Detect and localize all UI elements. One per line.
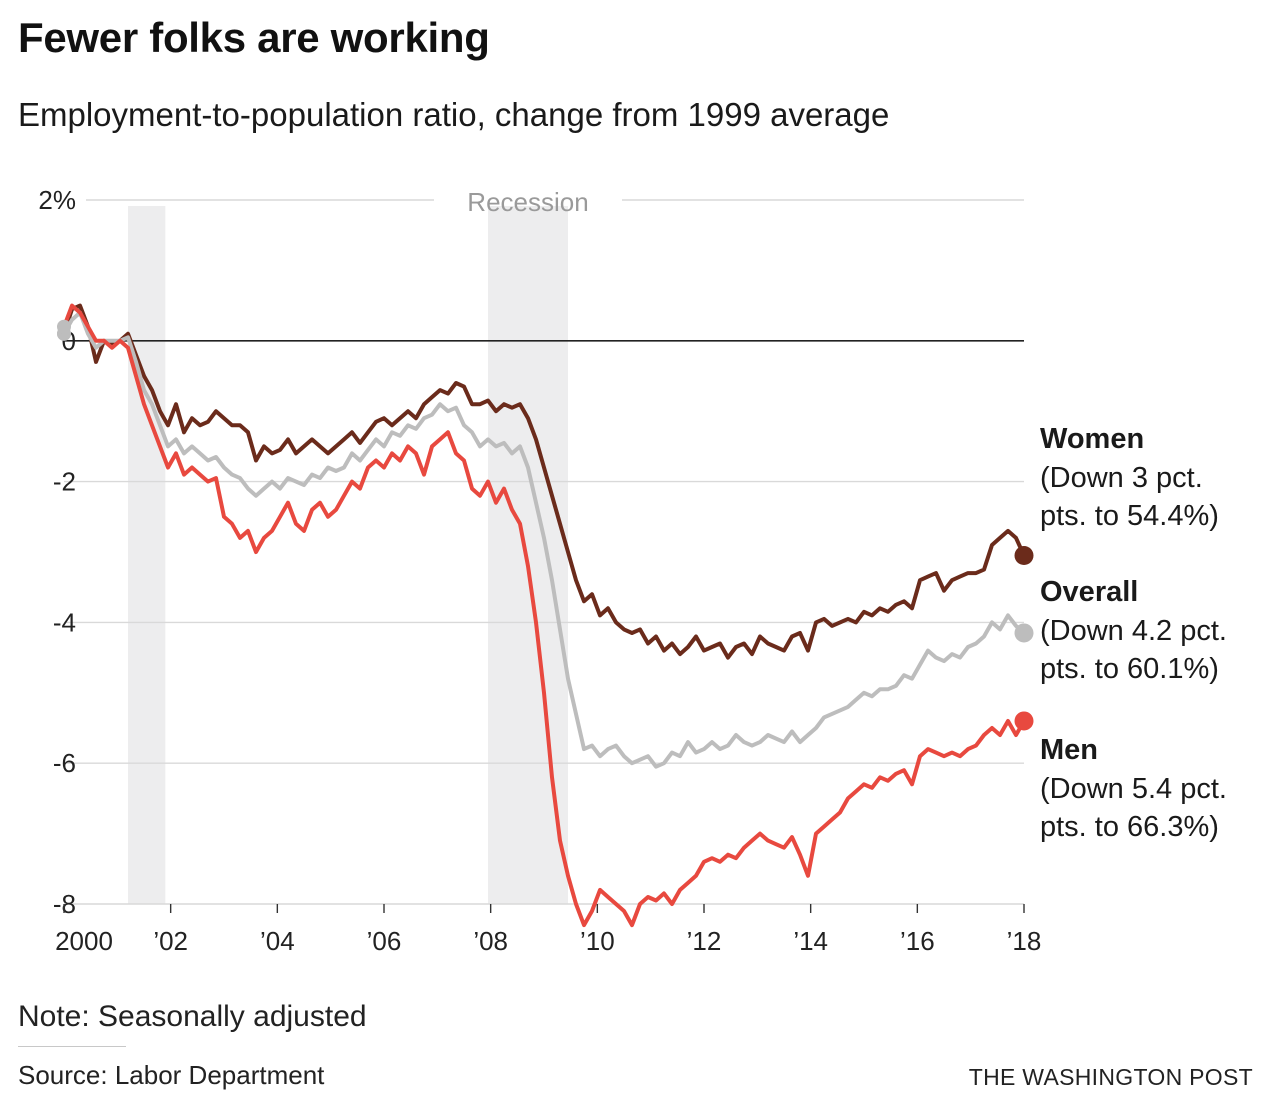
series-line-women: [62, 303, 1026, 660]
series-line-men: [62, 303, 1026, 928]
series-lines: [57, 303, 1034, 928]
x-tick-label: ’16: [900, 926, 935, 956]
chart-subtitle: Employment-to-population ratio, change f…: [18, 96, 890, 133]
y-tick-label: 2%: [38, 185, 76, 215]
recession-bands: Recession: [128, 187, 589, 904]
publisher-credit: THE WASHINGTON POST: [968, 1064, 1253, 1090]
x-tick-label: ’08: [473, 926, 508, 956]
x-tick-label: ’04: [260, 926, 295, 956]
x-axis-ticks: 2000 ’02 ’04 ’06 ’08 ’10 ’12 ’14 ’16 ’18: [55, 904, 1041, 956]
recession-label: Recession: [467, 187, 588, 217]
x-tick-label: ’10: [580, 926, 615, 956]
x-tick-label: ’06: [367, 926, 402, 956]
overall-label-name: Overall: [1040, 576, 1139, 608]
series-start-dot-men: [57, 319, 71, 334]
x-tick-label: 2000: [55, 926, 113, 956]
men-label-name: Men: [1040, 734, 1098, 766]
men-label: Men (Down 5.4 pct. pts. to 66.3%): [1040, 731, 1227, 847]
y-tick-label: -6: [53, 748, 76, 778]
source-text: Source: Labor Department: [18, 1060, 325, 1090]
x-tick-label: ’18: [1007, 926, 1042, 956]
series-end-dot-overall: [1014, 623, 1034, 643]
x-tick-label: ’14: [793, 926, 828, 956]
overall-label-line1: (Down 4.2 pct.: [1040, 614, 1227, 647]
series-line-overall: [62, 310, 1026, 769]
x-tick-label: ’02: [153, 926, 188, 956]
women-label-line1: (Down 3 pct.: [1040, 461, 1203, 494]
y-axis-ticks: 2%0-2-4-6-8: [38, 185, 76, 919]
note-text: Note: Seasonally adjusted: [18, 1000, 367, 1033]
women-label-name: Women: [1040, 423, 1145, 455]
men-label-line2: pts. to 66.3%): [1040, 811, 1219, 843]
series-end-dot-women: [1014, 546, 1034, 566]
overall-label: Overall (Down 4.2 pct. pts. to 60.1%): [1040, 573, 1227, 689]
women-label-line2: pts. to 54.4%): [1040, 500, 1219, 532]
y-tick-label: -4: [53, 607, 76, 637]
x-tick-label: ’12: [687, 926, 722, 956]
men-label-line1: (Down 5.4 pct.: [1040, 772, 1227, 805]
gridlines: [64, 199, 1024, 905]
overall-label-line2: pts. to 60.1%): [1040, 653, 1219, 685]
divider: [18, 1046, 126, 1047]
chart-title: Fewer folks are working: [18, 14, 490, 61]
recession-band: [128, 206, 166, 904]
series-end-dot-men: [1014, 711, 1034, 731]
women-label: Women (Down 3 pct. pts. to 54.4%): [1040, 420, 1219, 536]
y-tick-label: -2: [53, 467, 76, 497]
